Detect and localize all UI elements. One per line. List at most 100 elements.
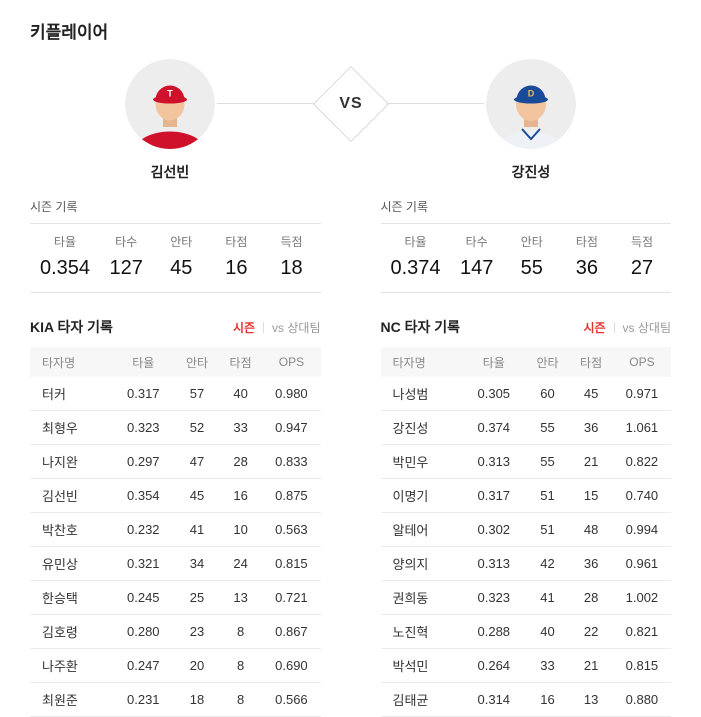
- stat-cell: 0.264: [477, 658, 511, 673]
- stat-cell: 10: [233, 522, 248, 537]
- stat-cell: 1.061: [625, 420, 659, 435]
- stat-cell: 16: [233, 488, 248, 503]
- tab-vs-opponent[interactable]: vs 상대팀: [272, 320, 321, 335]
- column-header: 안타: [185, 355, 209, 370]
- table-header-bar: NC 타자 기록 시즌 vs 상대팀: [381, 317, 672, 337]
- table-header-bar: KIA 타자 기록 시즌 vs 상대팀: [30, 317, 321, 337]
- batter-stats-table: 타자명 타율 안타 타점 OPS 나성범 0.305 60 45 0.971 강진성 0.374 55 3…: [380, 347, 671, 717]
- season-stat: 득점 18: [273, 233, 311, 280]
- season-stat: 타율 0.354: [40, 233, 90, 280]
- stat-cell: 18: [189, 692, 205, 707]
- stat-cell: 45: [189, 488, 205, 503]
- stat-cell: 0.374: [477, 420, 511, 435]
- stat-cell: 0.323: [477, 590, 511, 605]
- season-stat-label: 안타: [170, 235, 193, 249]
- stat-cell: 21: [583, 658, 599, 673]
- season-stat: 타점 36: [568, 233, 606, 280]
- tab-season[interactable]: 시즌: [232, 320, 256, 335]
- player-name-cell: 터커: [42, 387, 66, 402]
- stat-cell: 40: [540, 624, 555, 639]
- table-row: 최원준 0.231 18 8 0.566: [30, 683, 321, 717]
- season-record-right: 시즌 기록 타율 0.374 타수 147 안타 55 타점 36 득점 27: [380, 198, 671, 293]
- player-name-cell: 권희동: [392, 591, 429, 606]
- player-name-cell: 강진성: [392, 421, 429, 436]
- season-stat-value: 18: [280, 257, 303, 279]
- stat-cell: 0.247: [127, 658, 160, 673]
- stat-cell: 0.980: [275, 386, 308, 401]
- season-stat-label: 타점: [225, 235, 248, 249]
- stat-cell: 0.245: [127, 590, 160, 605]
- table-tabs: 시즌 vs 상대팀: [583, 319, 671, 336]
- stat-cell: 42: [540, 556, 555, 571]
- stat-cell: 0.317: [477, 488, 511, 503]
- stat-cell: 0.971: [625, 386, 659, 401]
- stat-cell: 0.297: [127, 454, 160, 469]
- player-name-cell: 박석민: [392, 659, 429, 674]
- table-row: 김선빈 0.354 45 16 0.875: [30, 479, 321, 513]
- column-header: 타율: [482, 355, 505, 370]
- stat-cell: 20: [189, 658, 205, 673]
- season-stat: 타수 147: [458, 233, 496, 280]
- tab-vs-opponent[interactable]: vs 상대팀: [622, 320, 671, 335]
- column-header: 타자명: [42, 355, 76, 370]
- stat-cell: 23: [189, 624, 205, 639]
- stat-cell: 0.313: [477, 556, 511, 571]
- season-stat-value: 45: [170, 257, 193, 279]
- nc-batter-table: NC 타자 기록 시즌 vs 상대팀 타자명 타율 안타 타점 OPS 나성범 0.305 6…: [380, 317, 672, 717]
- stat-cell: 0.280: [127, 624, 160, 639]
- player-left-name: 김선빈: [150, 164, 190, 180]
- stat-cell: 28: [583, 590, 599, 605]
- stat-cell: 0.302: [477, 522, 511, 537]
- table-row: 박석민 0.264 33 21 0.815: [380, 649, 671, 683]
- season-records-section: 시즌 기록 타율 0.354 타수 127 안타 45 타점 16 득점 18 시즌 기록 타율 0…: [30, 198, 671, 293]
- stat-cell: 0.833: [275, 454, 308, 469]
- player-name-cell: 박찬호: [42, 523, 78, 538]
- keyplayer-widget: 키플레이어 T 김선빈: [30, 23, 671, 717]
- stat-cell: 0.305: [477, 386, 511, 401]
- season-stat-label: 득점: [630, 235, 654, 249]
- season-stat: 안타 55: [513, 233, 551, 280]
- season-stat-value: 36: [575, 257, 599, 279]
- table-row: 한승택 0.245 25 13 0.721: [30, 581, 321, 615]
- tab-divider: [263, 321, 265, 333]
- season-stat: 타점 16: [217, 233, 255, 280]
- stat-cell: 33: [540, 658, 555, 673]
- season-stat: 득점 27: [623, 233, 661, 280]
- column-header: 안타: [536, 355, 559, 370]
- player-name-cell: 최형우: [42, 421, 78, 436]
- table-row: 박민우 0.313 55 21 0.822: [380, 445, 671, 479]
- stat-cell: 55: [540, 454, 555, 469]
- player-name-cell: 김선빈: [42, 489, 78, 504]
- stat-cell: 0.994: [625, 522, 659, 537]
- column-header: 타점: [580, 355, 603, 370]
- column-header: 타율: [132, 355, 155, 370]
- player-name-cell: 한승택: [42, 591, 78, 606]
- table-row: 터커 0.317 57 40 0.980: [30, 377, 321, 411]
- stat-cell: 0.232: [127, 522, 160, 537]
- player-name-cell: 나지완: [42, 455, 78, 470]
- batter-stats-table: 타자명 타율 안타 타점 OPS 터커 0.317 57 40 0.980 최형우 0.323 52 33…: [30, 347, 321, 717]
- stat-cell: 22: [583, 624, 599, 639]
- stat-cell: 15: [583, 488, 599, 503]
- player-name-cell: 알테어: [392, 523, 429, 538]
- column-header: 타점: [229, 355, 252, 370]
- season-stat-value: 55: [520, 257, 543, 279]
- table-column-header-row: 타자명 타율 안타 타점 OPS: [380, 347, 671, 377]
- table-row: 유민상 0.321 34 24 0.815: [30, 547, 321, 581]
- matchup-section: T 김선빈 VS: [30, 59, 671, 182]
- stat-cell: 0.947: [275, 420, 308, 435]
- stat-cell: 0.288: [477, 624, 511, 639]
- stat-cell: 0.354: [127, 488, 160, 503]
- stat-cell: 28: [233, 454, 248, 469]
- season-stat-value: 16: [225, 257, 248, 279]
- vs-divider: VS: [217, 59, 484, 182]
- season-stat-value: 0.354: [40, 257, 91, 279]
- tab-season[interactable]: 시즌: [583, 320, 606, 335]
- table-row: 박찬호 0.232 41 10 0.563: [30, 513, 321, 547]
- table-row: 알테어 0.302 51 48 0.994: [380, 513, 671, 547]
- season-stats-left: 타율 0.354 타수 127 안타 45 타점 16 득점 18: [30, 223, 321, 293]
- tab-divider: [613, 321, 615, 333]
- vs-label: VS: [338, 95, 363, 112]
- vs-badge: VS: [312, 65, 389, 143]
- table-row: 나성범 0.305 60 45 0.971: [380, 377, 671, 411]
